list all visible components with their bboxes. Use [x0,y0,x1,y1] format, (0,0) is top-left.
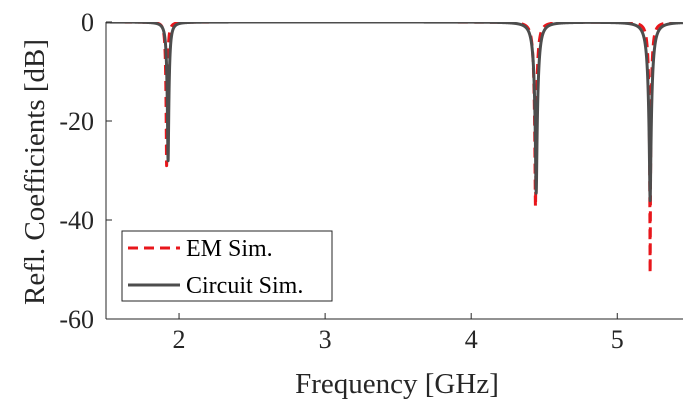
y-tick-label: -40 [59,206,94,235]
axes-layer [105,22,683,320]
y-axis-label: Refl. Coefficients [dB] [19,39,51,305]
y-tick-label: -60 [59,305,94,334]
series-layer [106,22,683,275]
x-tick-label: 3 [319,325,332,354]
ticks-layer: 2 3 4 5 0 -20 -40 -60 [59,8,623,354]
legend-box [121,230,333,302]
series-line-circuit-sim [106,22,683,203]
x-tick-label: 4 [465,325,478,354]
x-tick-label: 5 [611,325,624,354]
legend-label-circuit-sim: Circuit Sim. [186,273,303,299]
legend-label-em-sim: EM Sim. [186,236,273,262]
x-tick-label: 2 [173,325,186,354]
y-tick-label: -20 [59,107,94,136]
legend: EM Sim. Circuit Sim. [121,230,333,302]
y-tick-label: 0 [81,8,94,37]
x-axis-label: Frequency [GHz] [295,368,499,400]
